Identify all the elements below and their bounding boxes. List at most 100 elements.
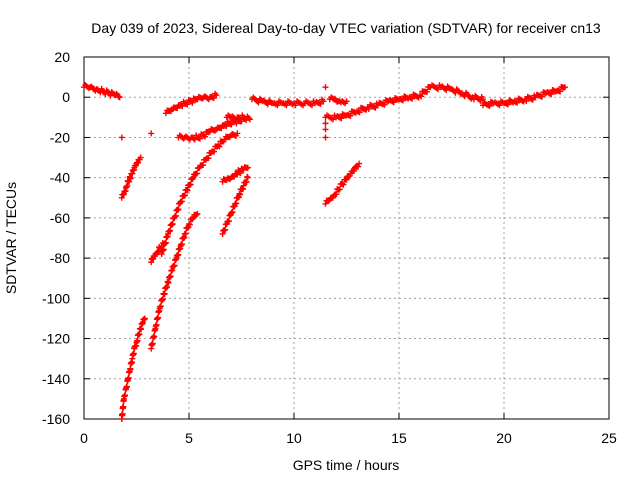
data-point xyxy=(246,116,253,123)
x-tick-label: 0 xyxy=(80,430,88,446)
data-point xyxy=(136,331,143,338)
data-point xyxy=(167,273,174,280)
y-tick-label: 0 xyxy=(62,89,70,105)
data-point xyxy=(148,130,155,137)
data-point xyxy=(225,217,232,224)
data-point xyxy=(182,192,189,199)
axis-ticks: 0 5 10 15 20 25 -160 -140 -120 -100 -80 -60 -40 -20 0 2… xyxy=(42,49,617,446)
y-tick-label: -60 xyxy=(50,210,70,226)
data-point xyxy=(194,210,201,217)
data-point xyxy=(196,135,203,142)
data-point xyxy=(486,103,493,110)
data-point xyxy=(161,290,168,297)
x-tick-label: 15 xyxy=(391,430,407,446)
data-point xyxy=(215,142,222,149)
data-point xyxy=(338,115,345,122)
data-point xyxy=(138,326,145,333)
data-point xyxy=(123,383,130,390)
data-point xyxy=(122,392,129,399)
series-arc-13 xyxy=(326,94,350,107)
data-point xyxy=(336,186,343,193)
y-tick-label: -20 xyxy=(50,129,70,145)
data-point xyxy=(480,96,486,103)
data-point xyxy=(189,216,196,223)
data-point xyxy=(292,102,299,109)
data-point xyxy=(178,198,185,205)
data-point xyxy=(399,97,406,104)
data-point xyxy=(274,102,281,109)
data-point xyxy=(356,160,363,167)
data-point xyxy=(200,132,207,139)
data-point xyxy=(200,162,207,169)
data-point xyxy=(205,155,212,162)
data-point xyxy=(190,214,197,221)
data-point xyxy=(243,178,250,185)
data-point xyxy=(211,148,218,155)
series-arc-10 xyxy=(219,173,251,237)
data-point xyxy=(322,200,329,207)
data-point xyxy=(356,109,363,116)
data-point xyxy=(172,212,179,219)
series-arc-5 xyxy=(148,210,201,352)
data-point xyxy=(134,337,141,344)
data-point xyxy=(190,174,197,181)
data-point xyxy=(119,410,126,417)
data-point xyxy=(244,164,251,171)
data-point xyxy=(548,91,555,98)
data-point xyxy=(320,98,327,105)
data-point xyxy=(190,135,197,142)
data-point xyxy=(116,94,123,101)
data-point xyxy=(175,251,182,258)
data-point xyxy=(155,314,162,321)
data-point xyxy=(339,180,346,187)
data-point xyxy=(182,230,189,237)
data-point xyxy=(322,134,329,141)
series-arc-3 xyxy=(118,315,148,422)
data-point xyxy=(118,134,125,141)
y-tick-label: -140 xyxy=(42,371,70,387)
data-point xyxy=(149,340,156,347)
data-point xyxy=(237,170,244,177)
data-point xyxy=(283,102,290,109)
x-axis-label: GPS time / hours xyxy=(293,457,400,473)
data-point xyxy=(237,191,243,198)
data-point xyxy=(539,93,546,100)
data-point xyxy=(125,374,132,381)
chart-title: Day 039 of 2023, Sidereal Day-to-day VTE… xyxy=(91,20,601,36)
data-point xyxy=(417,92,423,99)
data-point xyxy=(322,84,329,91)
data-point xyxy=(322,120,329,127)
x-tick-label: 25 xyxy=(601,430,617,446)
data-point xyxy=(127,175,134,182)
data-point xyxy=(216,143,223,150)
data-point xyxy=(325,197,332,204)
data-point xyxy=(164,283,171,290)
data-point xyxy=(218,125,225,132)
data-point xyxy=(179,241,185,248)
data-point xyxy=(205,129,212,136)
data-point xyxy=(189,99,196,106)
data-point xyxy=(343,98,350,105)
data-point xyxy=(236,115,243,122)
data-point xyxy=(365,106,372,113)
series-arc-9 xyxy=(219,164,251,185)
data-point xyxy=(201,133,208,140)
data-point xyxy=(418,93,425,100)
data-point xyxy=(187,181,194,188)
data-point xyxy=(424,88,430,95)
data-point xyxy=(340,181,347,188)
series-arc-1 xyxy=(81,82,123,101)
data-point xyxy=(523,97,530,104)
data-point xyxy=(233,200,240,207)
data-point xyxy=(141,315,148,322)
data-point xyxy=(137,154,144,161)
data-point xyxy=(355,163,362,170)
series-arc-6 xyxy=(158,130,241,258)
data-point xyxy=(333,191,340,198)
y-tick-label: -80 xyxy=(50,250,70,266)
data-points xyxy=(81,82,568,422)
data-point xyxy=(343,176,350,183)
series-arc-2 xyxy=(118,154,144,201)
data-point xyxy=(381,101,388,108)
data-point xyxy=(186,221,193,228)
